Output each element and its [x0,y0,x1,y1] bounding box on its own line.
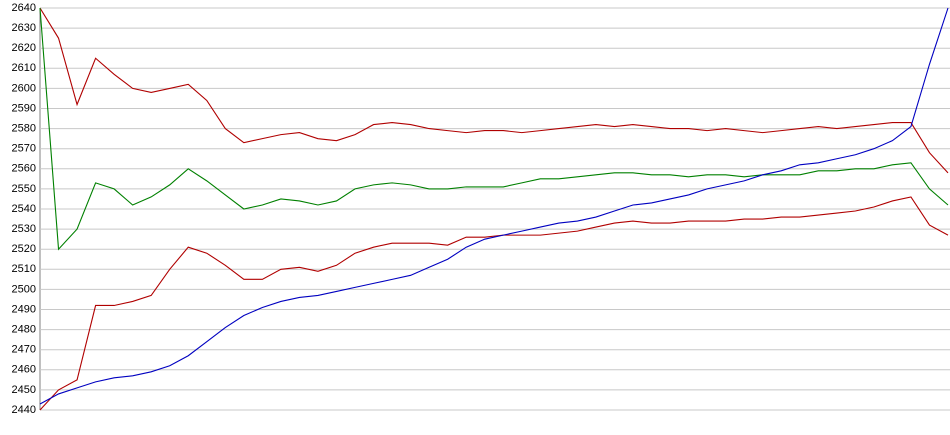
line-series [39,196,949,411]
y-tick-label: 2550 [12,183,36,195]
line-series [39,7,949,174]
y-tick-label: 2590 [12,102,36,114]
y-tick-label: 2520 [12,243,36,255]
y-tick-label: 2530 [12,223,36,235]
y-tick-label: 2600 [12,82,36,94]
y-tick-label: 2640 [12,2,36,14]
y-tick-label: 2620 [12,42,36,54]
y-tick-label: 2510 [12,263,36,275]
y-tick-label: 2450 [12,384,36,396]
line-series [39,7,949,405]
y-tick-label: 2610 [12,62,36,74]
y-tick-label: 2580 [12,123,36,135]
y-tick-label: 2480 [12,324,36,336]
y-tick-label: 2630 [12,22,36,34]
y-tick-label: 2440 [12,404,36,416]
line-series [39,7,949,251]
y-tick-label: 2470 [12,344,36,356]
y-tick-label: 2460 [12,364,36,376]
y-tick-label: 2560 [12,163,36,175]
y-tick-label: 2570 [12,143,36,155]
y-tick-label: 2500 [12,283,36,295]
y-tick-label: 2540 [12,203,36,215]
y-tick-label: 2490 [12,303,36,315]
